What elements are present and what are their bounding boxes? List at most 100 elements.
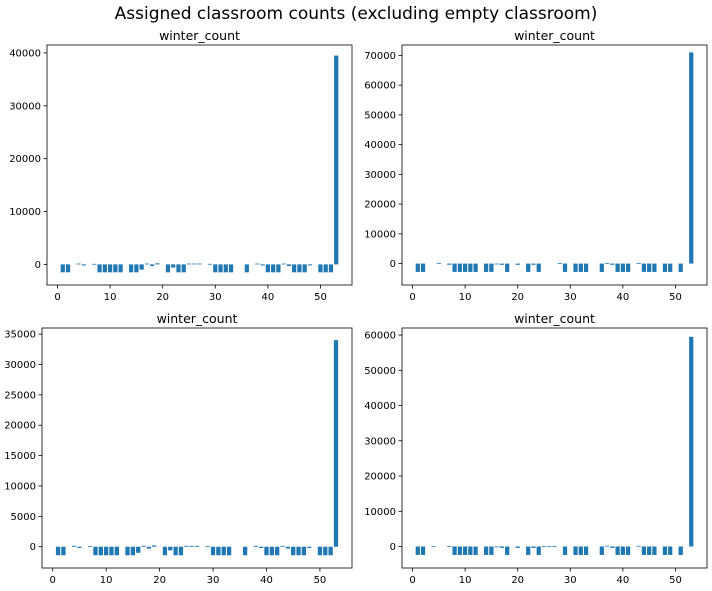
bar xyxy=(552,545,557,547)
bar xyxy=(139,264,144,270)
bar xyxy=(194,545,200,547)
y-tick-label: 15000 xyxy=(4,451,36,462)
subplot-title: winter_count xyxy=(514,28,595,43)
bar xyxy=(280,545,285,547)
subplot-title: winter_count xyxy=(514,311,595,326)
y-tick-label: 10000 xyxy=(4,481,36,492)
x-tick-label: 0 xyxy=(50,575,56,586)
y-tick-label: 0 xyxy=(390,542,396,553)
bar xyxy=(192,263,197,265)
bar xyxy=(275,546,280,556)
bar xyxy=(269,546,274,556)
x-tick-label: 30 xyxy=(207,575,220,586)
bar xyxy=(536,546,541,555)
bar xyxy=(271,264,276,273)
bar xyxy=(505,546,510,555)
y-tick-label: 0 xyxy=(390,259,396,270)
bar xyxy=(317,546,323,556)
bar xyxy=(604,545,610,547)
bar xyxy=(463,546,468,555)
bar xyxy=(181,264,186,273)
axes-frame xyxy=(401,44,708,286)
bar xyxy=(276,264,281,273)
y-tick-label: 25000 xyxy=(4,390,36,401)
bar xyxy=(168,546,173,551)
bar xyxy=(291,546,296,556)
bar xyxy=(61,546,66,556)
bar xyxy=(494,546,499,548)
y-tick-label: 20000 xyxy=(364,200,396,211)
bar xyxy=(489,263,494,272)
axes-frame xyxy=(41,327,353,569)
bar xyxy=(526,546,531,555)
bar xyxy=(129,264,134,273)
bar xyxy=(473,263,478,272)
bar xyxy=(668,546,673,555)
x-tick-label: 0 xyxy=(54,292,60,303)
bar xyxy=(155,263,160,265)
y-tick-label: 30000 xyxy=(364,170,396,181)
x-tick-label: 10 xyxy=(459,292,472,303)
subplot-2: winter_count 0 10 20 30 40 50 0 10000 20000 30000 4… xyxy=(364,28,708,303)
bar xyxy=(71,545,77,547)
bar xyxy=(162,546,168,556)
bar xyxy=(323,264,328,273)
bar xyxy=(242,546,248,556)
bar xyxy=(307,546,312,548)
bar xyxy=(610,546,615,548)
y-tick-label: 0 xyxy=(35,260,41,271)
x-tick-label: 20 xyxy=(511,292,524,303)
bar xyxy=(578,546,583,555)
bar xyxy=(184,545,189,547)
bar xyxy=(130,546,135,556)
y-tick-label: 70000 xyxy=(364,51,396,62)
figure-title: Assigned classroom counts (excluding emp… xyxy=(114,4,598,24)
y-tick-label: 30000 xyxy=(364,436,396,447)
bar xyxy=(205,546,210,547)
bar xyxy=(662,546,668,555)
subplot-title: winter_count xyxy=(157,311,238,326)
bar xyxy=(302,264,307,273)
bar xyxy=(562,263,568,272)
bar xyxy=(307,264,313,266)
x-tick-label: 20 xyxy=(156,292,169,303)
bar xyxy=(689,52,694,264)
x-tick-label: 40 xyxy=(616,292,629,303)
bar xyxy=(647,263,652,272)
bar xyxy=(626,263,631,272)
bar xyxy=(81,264,86,266)
bar xyxy=(604,262,610,264)
bar xyxy=(536,263,541,272)
x-tick-label: 40 xyxy=(260,575,273,586)
bar xyxy=(136,546,141,553)
bar xyxy=(210,546,216,556)
y-tick-label: 35000 xyxy=(4,330,36,341)
bar xyxy=(102,264,107,273)
axes-frame xyxy=(46,44,353,286)
x-tick-label: 10 xyxy=(459,575,472,586)
bar xyxy=(197,263,202,265)
bar xyxy=(678,263,683,272)
bar xyxy=(562,546,568,555)
bar xyxy=(207,263,213,265)
bar xyxy=(599,263,604,272)
bar xyxy=(328,264,334,273)
x-tick-label: 30 xyxy=(564,292,577,303)
bar xyxy=(113,264,118,273)
bar xyxy=(489,546,494,555)
bar xyxy=(641,263,646,272)
bar xyxy=(141,545,146,547)
x-tick-label: 20 xyxy=(511,575,524,586)
bar xyxy=(468,263,473,272)
bar xyxy=(541,545,547,547)
bar xyxy=(173,546,178,556)
bar xyxy=(505,263,510,272)
bar xyxy=(484,263,489,272)
x-tick-label: 40 xyxy=(261,292,274,303)
bar xyxy=(296,546,301,556)
bar xyxy=(114,546,119,556)
bar xyxy=(583,546,589,555)
bar xyxy=(318,264,323,273)
x-tick-label: 0 xyxy=(409,575,415,586)
x-tick-label: 30 xyxy=(564,575,577,586)
